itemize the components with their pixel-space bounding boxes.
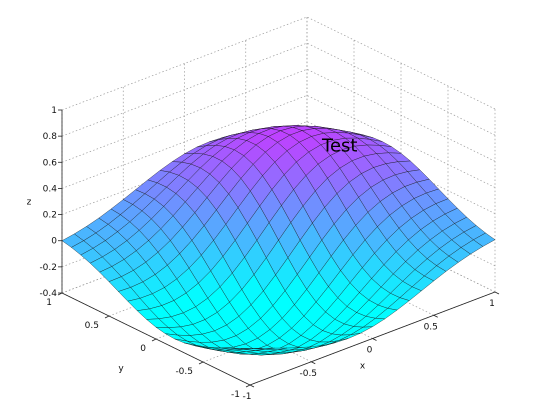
x-tick-label: -1: [243, 392, 252, 402]
x-tick-label: -0.5: [299, 369, 317, 379]
grid-line: [61, 95, 308, 189]
x-tick: [433, 314, 438, 318]
y-axis-label: y: [118, 364, 124, 374]
z-tick-label: 0.4: [43, 184, 58, 194]
x-tick-label: 0.5: [424, 322, 438, 332]
grid-line: [306, 16, 496, 110]
y-tick-label: 0: [140, 344, 146, 354]
grid-line: [61, 68, 308, 163]
surface-facet: [240, 348, 263, 349]
tick-marks: [57, 109, 500, 388]
grid-line: [306, 68, 496, 162]
x-tick-label: 1: [489, 299, 495, 309]
y-tick-label: 1: [46, 298, 52, 308]
z-axis-label: z: [27, 198, 32, 208]
x-tick: [311, 361, 316, 365]
z-tick-label: 1: [51, 106, 57, 116]
z-tick-label: 0.2: [43, 211, 57, 221]
z-tick-label: 0.6: [43, 158, 58, 168]
x-tick-label: 0: [367, 346, 373, 356]
z-tick-label: 0: [51, 237, 57, 247]
z-tick-label: -0.2: [39, 263, 57, 273]
y-tick-label: -1: [231, 390, 240, 400]
tick-labels: -1-0.500.51-1-0.500.51-0.4-0.200.20.40.6…: [39, 106, 494, 402]
x-tick: [494, 291, 500, 295]
grid-line: [306, 42, 496, 136]
grid-line: [61, 42, 308, 137]
y-tick: [198, 361, 204, 365]
y-tick-label: -0.5: [175, 367, 193, 377]
x-tick: [372, 338, 377, 341]
y-tick: [104, 315, 110, 319]
z-tick-label: 0.8: [43, 132, 58, 142]
y-tick: [151, 338, 157, 342]
surface-mesh: [61, 125, 496, 356]
y-tick: [245, 384, 251, 388]
y-tick-label: 0.5: [85, 321, 99, 331]
z-tick-label: -0.4: [39, 289, 57, 299]
grid-line: [61, 16, 308, 111]
x-tick: [249, 384, 255, 388]
x-axis-label: x: [360, 362, 366, 372]
annotation-text: Test: [321, 136, 357, 157]
grid-line: [306, 95, 496, 188]
